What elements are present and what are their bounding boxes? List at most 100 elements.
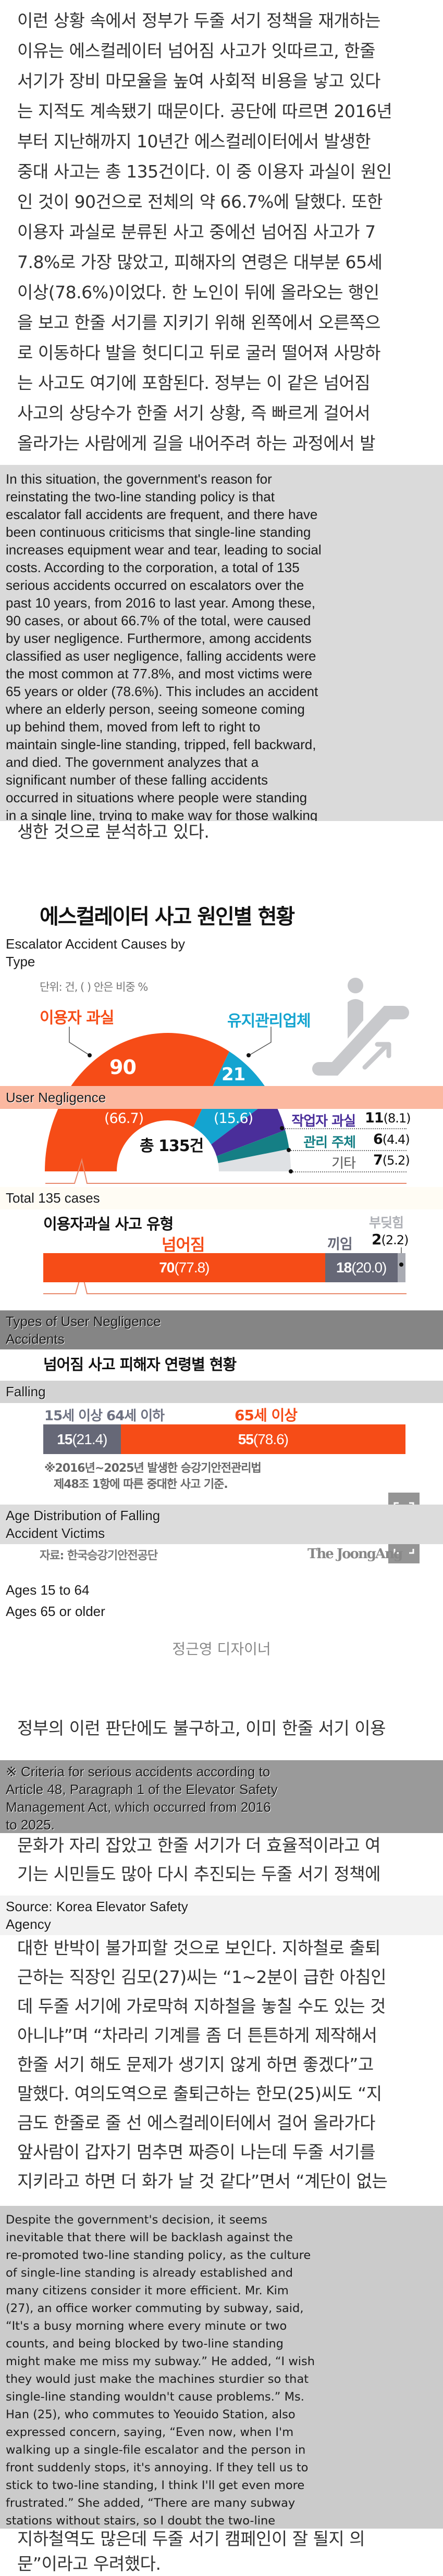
translation-chart-title: Escalator Accident Causes by Type <box>0 935 443 971</box>
translation-line: stick to two-line standing, I think I'll… <box>6 2479 305 2492</box>
legend-value-worker: 11(8.1) <box>365 1110 411 1126</box>
translation-line: where an elderly person, seeing someone … <box>6 701 305 717</box>
legend-dotted-line <box>281 1128 407 1129</box>
translation-line: the most common at 77.8%, and most victi… <box>6 666 313 681</box>
translation-line: Age Distribution of Falling <box>6 1508 161 1523</box>
translation-line: many citizens consider it more efficient… <box>6 2284 289 2297</box>
legend-dot <box>280 1126 284 1130</box>
leader-lines <box>69 1027 272 1056</box>
article-line: 서기가 장비 마모율을 높여 사회적 비용을 낳고 있다 <box>17 71 381 91</box>
legend-pct: (4.4) <box>382 1132 410 1147</box>
translation-line: Escalator Accident Causes by <box>6 936 185 952</box>
translation-line: been continuous criticisms that single-l… <box>6 524 311 540</box>
legend-dot <box>289 1169 293 1173</box>
bar-count: 18 <box>336 1259 352 1276</box>
translation-line: Type <box>6 954 35 969</box>
user-negligence-types-bar: 70 (77.8) 18 (20.0) <box>43 1253 405 1282</box>
article-line: 는 지적도 계속됐기 때문이다. 공단에 따르면 2016년 <box>17 101 392 121</box>
pie-label-value-maint: 21 <box>221 1064 245 1085</box>
article-line: 인 것이 90건으로 전체의 약 66.7%에 달했다. 또한 <box>17 192 383 212</box>
type-bump-value: 2(2.2) <box>372 1231 409 1248</box>
translation-line: Despite the government's decision, it se… <box>6 2213 267 2227</box>
translation-ages-young: Ages 15 to 64 <box>6 1582 90 1598</box>
article-line: 이용자 과실로 분류된 사고 중에선 넘어짐 사고가 7 <box>17 222 376 242</box>
translation-line: In this situation, the government's reas… <box>6 471 272 487</box>
translation-line: walking up a single-file escalator and t… <box>6 2443 306 2457</box>
bar-segment-fall: 70 (77.8) <box>43 1253 325 1282</box>
translation-line: of single-line standing is already estab… <box>6 2266 293 2280</box>
translation-line: ※ Criteria for serious accidents accordi… <box>6 1764 270 1779</box>
translation-line: Total 135 cases <box>6 1190 100 1206</box>
legend-label-management: 관리 주체 <box>303 1135 356 1151</box>
bar-pct: (20.0) <box>351 1259 387 1276</box>
translation-line: front suddenly stops, it's annoying. If … <box>6 2461 309 2474</box>
bar-count: 70 <box>159 1259 175 1276</box>
infographic-source: 자료: 한국승강기안전공단 <box>40 1549 158 1562</box>
article-line: 기는 시민들도 많아 다시 추진되는 두줄 서기 정책에 <box>17 1864 381 1884</box>
article-line: 데 두줄 서기에 가로막혀 지하철을 놓칠 수도 있는 것 <box>17 1996 386 2016</box>
translation-line: maintain single-line standing, tripped, … <box>6 737 316 752</box>
bump-count: 2 <box>372 1231 382 1248</box>
translation-line: reinstating the two-line standing policy… <box>6 489 275 504</box>
article-line: 사고의 상당수가 한줄 서기 상황, 즉 빠르게 걸어서 <box>17 403 371 423</box>
pie-slice-other <box>218 1148 291 1171</box>
article-line: 중대 사고는 총 135건이다. 이 중 이용자 과실이 원인 <box>17 161 392 182</box>
legend-dot <box>287 1148 291 1152</box>
label-user-negligence: 이용자 과실 <box>40 1009 114 1027</box>
translation-line: “It's a busy morning where every minute … <box>6 2319 287 2333</box>
translation-age-distribution: Age Distribution of Falling Accident Vict… <box>0 1505 443 1544</box>
legend-count: 7 <box>373 1152 383 1168</box>
article-line: 문화가 자리 잡았고 한줄 서기가 더 효율적이라고 여 <box>17 1835 381 1855</box>
translation-line: occurred in situations where people were… <box>6 790 307 805</box>
escalator-icon <box>312 978 409 1076</box>
article-line: 지키라고 하면 더 화가 날 것 같다”면서 “계단이 없는 <box>17 2171 388 2191</box>
bar-segment-young: 15 (21.4) <box>43 1424 121 1454</box>
article-line: 근하는 직장인 김모(27)씨는 “1~2분이 급한 아침인 <box>17 1967 387 1987</box>
article-line: 앞사람이 갑자기 멈추면 짜증이 나는데 두줄 서기를 <box>17 2142 376 2162</box>
article-line: 로 이동하다 발을 헛디디고 뒤로 굴러 떨어져 사망하 <box>17 343 381 363</box>
translation-line: Management Act, which occurred from 2016 <box>6 1799 271 1815</box>
translation-line: 65 years or older (78.6%). This includes… <box>6 684 318 699</box>
legend-value-other: 7(5.2) <box>373 1152 410 1168</box>
legend-pct: (8.1) <box>383 1111 411 1126</box>
translation-source: Source: Korea Elevator Safety Agency <box>0 1896 443 1935</box>
translation-line: single-line standing wouldn't cause prob… <box>6 2390 304 2404</box>
type-caught-label: 끼임 <box>327 1236 353 1253</box>
bump-dot <box>399 1262 404 1267</box>
translation-overlay-paragraph-1: In this situation, the government's reas… <box>0 465 443 821</box>
translation-user-negligence: User Negligence <box>0 1086 443 1109</box>
legend-value-management: 6(4.4) <box>373 1131 410 1147</box>
article-line: 올라가는 사람에게 길을 내어주려 하는 과정에서 발 <box>17 433 376 453</box>
translation-line: Accident Victims <box>6 1525 105 1541</box>
translation-line: Agency <box>6 1916 51 1932</box>
pie-label-pct-maint: (15.6) <box>214 1110 253 1127</box>
article-line: 문”이라고 우려했다. <box>17 2554 161 2574</box>
divider-line-1 <box>45 1158 407 1184</box>
translation-line: User Negligence <box>6 1090 106 1105</box>
legend-label-other: 기타 <box>331 1156 356 1171</box>
bar-segment-caught: 18 (20.0) <box>325 1253 398 1282</box>
article-line: 7.8%로 가장 많았고, 피해자의 연령은 대부분 65세 <box>17 252 383 272</box>
infographic-title: 에스컬레이터 사고 원인별 현황 <box>40 905 295 929</box>
translation-line: Source: Korea Elevator Safety <box>6 1899 188 1914</box>
article-line: 지하철역도 많은데 두줄 서기 캠페인이 잘 될지 의 <box>17 2529 365 2549</box>
label-maintenance-company: 유지관리업체 <box>227 1012 311 1030</box>
translation-line: and died. The government analyzes that a <box>6 754 259 770</box>
pie-label-value-user: 90 <box>109 1056 137 1079</box>
translation-line: they would just make the machines sturdi… <box>6 2372 309 2386</box>
bump-pct: (2.2) <box>381 1233 409 1247</box>
pie-slice-management <box>216 1130 289 1164</box>
age-old-label: 65세 이상 <box>235 1407 298 1424</box>
type-fall-label: 넘어짐 <box>162 1236 205 1255</box>
article-line: 한줄 서기 해도 문제가 생기지 않게 하면 좋겠다”고 <box>17 2054 374 2075</box>
translation-falling: Falling <box>0 1381 443 1403</box>
pie-slice-worker <box>211 1098 286 1156</box>
article-line: 부터 지난해까지 10년간 에스컬레이터에서 발생한 <box>17 131 371 151</box>
pie-total-label: 총 135건 <box>140 1137 204 1155</box>
translation-line: counts, and being blocked by two-line st… <box>6 2337 284 2351</box>
translation-ages-old: Ages 65 or older <box>6 1603 105 1619</box>
legend-count: 6 <box>373 1131 383 1147</box>
translation-line: in a single line, trying to make way for… <box>6 807 318 821</box>
article-line: 정부의 이런 판단에도 불구하고, 이미 한줄 서기 이용 <box>17 1718 386 1738</box>
